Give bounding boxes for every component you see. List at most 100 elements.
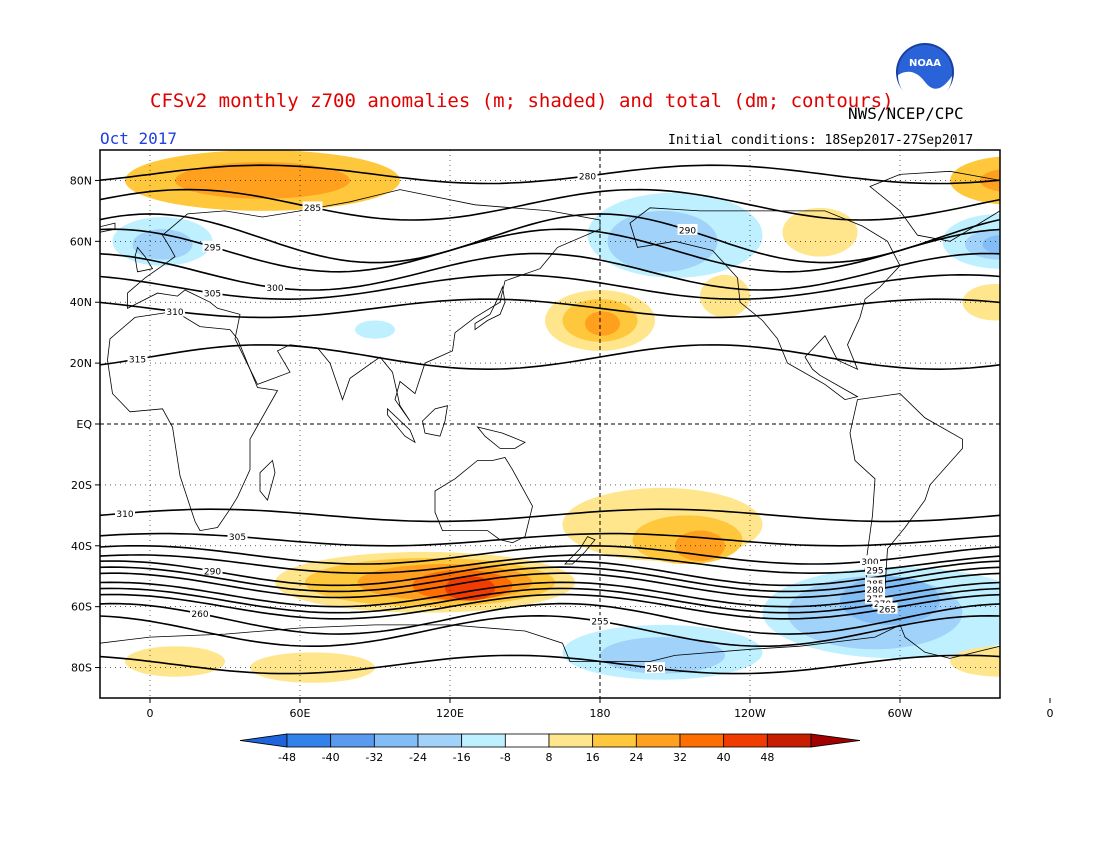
colorbar-label: -16 (453, 751, 471, 764)
height-contours: 2802852902953003053103153103053002952902… (100, 164, 1000, 675)
contour-310 (100, 298, 1000, 319)
colorbar-swatch (373, 733, 419, 748)
contour-label-bg (877, 602, 898, 614)
forecast-period: Oct 2017 (100, 129, 178, 148)
colorbar-swatch (504, 733, 550, 748)
contour-285 (100, 188, 1000, 221)
contour-300 (100, 252, 1000, 291)
colorbar-label: -32 (365, 751, 383, 764)
contour-290 (100, 213, 1000, 264)
contour-265 (100, 593, 1000, 620)
org-label: NWS/NCEP/CPC (848, 104, 964, 123)
lat-tick-label: 20S (71, 479, 92, 492)
anomaly-blob-31 (125, 646, 225, 677)
colorbar-label: -40 (322, 751, 340, 764)
lon-tick-label: 0 (1047, 707, 1054, 720)
contour-295 (100, 554, 1000, 575)
lat-tick-label: 80S (71, 662, 92, 675)
coastline-borneo (422, 405, 448, 437)
contour-label-bg (202, 240, 223, 252)
lat-tick-label: 40S (71, 540, 92, 553)
anomaly-blob-14 (585, 311, 620, 336)
contour-label: 255 (591, 618, 608, 628)
colorbar-swatch (286, 733, 332, 748)
contour-label-bg (302, 201, 323, 213)
contour-label-bg (865, 583, 885, 595)
anomaly-blob-16 (962, 283, 1000, 321)
lat-tick-label: 80N (70, 174, 92, 187)
colorbar-high-arrow (810, 733, 861, 748)
map-axes: 80N 60N 40N 20N EQ 20S 40S 60S 80S 0 60E 120E 180 120… (70, 174, 1054, 720)
lat-tick-label: 60S (71, 601, 92, 614)
lon-tick-label: 0 (147, 707, 154, 720)
contour-295 (100, 228, 1000, 273)
lat-tick-label: 40N (70, 296, 92, 309)
coastline-uk (134, 246, 154, 273)
contour-280 (100, 164, 1000, 185)
anomaly-blob-6 (782, 207, 858, 257)
contour-250 (100, 654, 1000, 675)
anomaly-blob-2 (950, 156, 1000, 205)
contour-label: 300 (266, 284, 283, 294)
colorbar-label: -48 (278, 751, 296, 764)
contour-label: 290 (204, 568, 221, 578)
colorbar-swatch (417, 733, 463, 748)
lon-tick-label: 180 (590, 707, 611, 720)
contour-label: 300 (861, 558, 878, 568)
colorbar-swatch (723, 733, 768, 748)
colorbar-swatch (330, 733, 375, 748)
contour-255 (100, 614, 1000, 647)
chart-title: CFSv2 monthly z700 anomalies (m; shaded)… (150, 90, 894, 112)
contour-285 (100, 566, 1000, 593)
lon-tick-label: 60W (888, 707, 913, 720)
colorbar-label: 16 (586, 751, 600, 764)
contour-label: 315 (129, 356, 146, 366)
coastline-africa (107, 310, 279, 532)
contour-label: 285 (304, 204, 321, 214)
noaa-logo-text: NOAA (909, 58, 941, 69)
contour-label-bg (202, 287, 223, 299)
contour-label: 280 (579, 172, 596, 182)
lat-tick-label: 20N (70, 357, 92, 370)
contour-280 (100, 572, 1000, 599)
colorbar-label: 32 (673, 751, 687, 764)
colorbar-label: 8 (546, 751, 553, 764)
coastline-eurasia (127, 189, 601, 422)
contour-275 (100, 581, 1000, 608)
coastline-japan (474, 285, 506, 331)
contour-label-bg (202, 565, 223, 577)
coastline-new-zealand (564, 536, 596, 565)
anomaly-blob-17 (355, 320, 395, 339)
initial-conditions: Initial conditions: 18Sep2017-27Sep2017 (668, 133, 974, 148)
colorbar-label: -8 (500, 751, 511, 764)
contour-label-bg (115, 507, 135, 519)
contour-label: 295 (204, 243, 221, 253)
contour-label: 310 (166, 308, 183, 318)
lat-tick-label: 60N (70, 235, 92, 248)
contour-310 (100, 508, 1000, 523)
contour-label: 280 (866, 586, 883, 596)
contour-label: 260 (191, 610, 208, 620)
contour-270 (100, 587, 1000, 614)
lat-tick-label: EQ (76, 418, 92, 431)
contour-label-bg (645, 662, 665, 674)
coastline-new-guinea (476, 426, 526, 449)
anomaly-blob-1 (175, 162, 350, 199)
colorbar-label: -24 (409, 751, 427, 764)
contour-label-bg (265, 281, 285, 293)
contour-label: 295 (866, 566, 883, 576)
coastline-south-america (849, 393, 963, 592)
colorbar-swatch (679, 733, 725, 748)
lon-tick-label: 120E (436, 707, 464, 720)
contour-260 (100, 602, 1000, 635)
colorbar-label: 48 (760, 751, 774, 764)
contour-label-bg (190, 607, 210, 619)
colorbar-swatch (766, 733, 812, 748)
contour-305 (100, 273, 1000, 301)
colorbar: -48 -40 -32 -24 -16 -8 8 16 24 32 40 48 (239, 733, 861, 764)
contour-label: 290 (679, 226, 696, 236)
contour-label: 305 (229, 533, 246, 543)
graticule (100, 150, 1000, 698)
contour-label-bg (865, 563, 885, 575)
